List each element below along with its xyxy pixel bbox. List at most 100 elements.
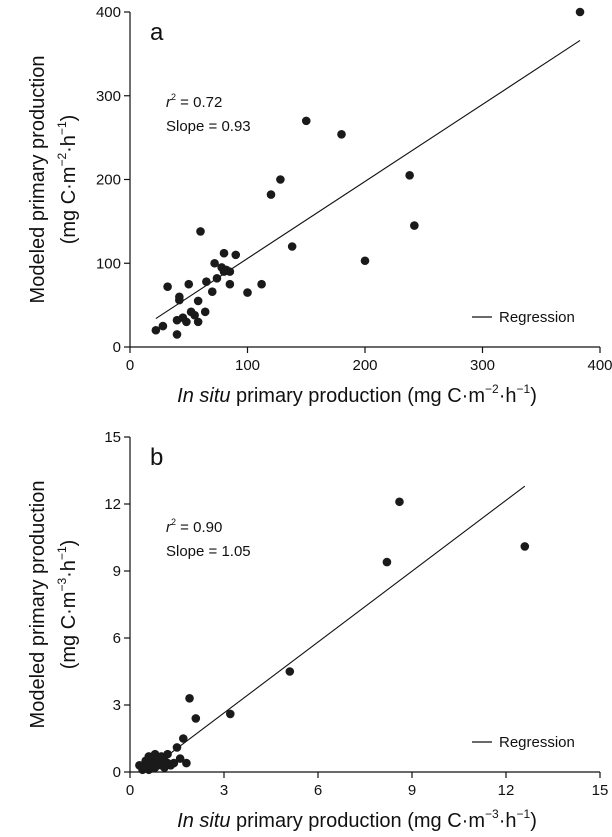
- x-tick-label: 6: [314, 782, 322, 799]
- x-axis-label: In situ primary production (mg C·m−2·h−1…: [177, 382, 537, 407]
- data-point: [169, 758, 179, 768]
- r-squared-symbol: r: [166, 519, 172, 536]
- x-tick-label: 100: [235, 357, 260, 374]
- y-tick-label: 300: [96, 88, 121, 105]
- data-point: [210, 258, 219, 268]
- data-point: [219, 248, 229, 258]
- data-point: [200, 307, 210, 317]
- legend-label: Regression: [499, 734, 575, 751]
- x-axis-label-text: ): [530, 810, 537, 832]
- x-axis-label-italic: In situ: [177, 385, 230, 407]
- y-axis-label-line1: Modeled primary production: [27, 56, 49, 304]
- data-point: [395, 497, 404, 507]
- data-point: [172, 743, 182, 752]
- panel-label: a: [150, 19, 164, 46]
- y-tick-label: 12: [104, 496, 121, 513]
- x-axis-label-text: ·h: [499, 810, 517, 832]
- data-point: [163, 749, 172, 759]
- x-axis-label-superscript: −1: [517, 382, 531, 396]
- x-tick-label: 3: [220, 782, 228, 799]
- data-point: [287, 242, 297, 251]
- x-axis-label-italic: In situ: [177, 810, 230, 832]
- chart-panel-b: 0 3 6 9 12 15 0 3 6 9 12 15 b r2 = 0.90 Slope = 1.05 Re…: [27, 429, 608, 832]
- data-point: [163, 282, 172, 292]
- r-squared-symbol: r: [166, 94, 172, 111]
- data-point: [405, 171, 414, 180]
- y-tick-label: 0: [113, 339, 121, 356]
- x-tick-label: 0: [126, 357, 134, 374]
- x-axis-label: In situ primary production (mg C·m−3·h−1…: [177, 807, 537, 832]
- y-axis-label-text: ·h: [58, 135, 80, 153]
- y-tick-label: 15: [104, 429, 121, 446]
- data-point: [257, 279, 266, 289]
- data-point: [382, 557, 392, 567]
- y-axis-label-text: (mg C·m: [58, 167, 80, 245]
- r-squared-value: = 0.72: [176, 94, 222, 111]
- legend-label: Regression: [499, 309, 575, 326]
- y-axis-label-line2: (mg C·m−2·h−1): [55, 115, 80, 245]
- y-tick-label: 400: [96, 4, 121, 21]
- y-axis-label-superscript: −1: [55, 121, 69, 135]
- x-axis-label-text: ·h: [499, 385, 517, 407]
- y-tick-label: 9: [113, 563, 121, 580]
- x-axis-label-superscript: −1: [517, 807, 531, 821]
- data-point: [196, 227, 205, 236]
- x-tick-label: 15: [592, 782, 609, 799]
- x-axis-label-superscript: −3: [485, 807, 499, 821]
- x-axis-label-superscript: −2: [485, 382, 499, 396]
- x-tick-label: 400: [587, 357, 612, 374]
- r-squared-annotation: r2 = 0.90: [166, 517, 222, 536]
- data-point: [285, 667, 295, 676]
- data-point: [520, 542, 530, 551]
- y-tick-label: 3: [113, 697, 121, 714]
- r-squared-exponent: 2: [171, 517, 176, 527]
- slope-annotation: Slope = 1.05: [166, 543, 251, 560]
- data-point: [191, 714, 201, 723]
- regression-line: [145, 485, 526, 773]
- y-axis-label-text: ·h: [58, 560, 80, 578]
- y-tick-label: 100: [96, 255, 121, 272]
- data-point: [175, 292, 184, 302]
- data-point: [410, 221, 419, 230]
- data-point: [207, 287, 217, 297]
- data-point: [190, 310, 199, 320]
- data-point: [172, 330, 182, 339]
- r-squared-annotation: r2 = 0.72: [166, 92, 222, 111]
- data-point: [202, 277, 211, 286]
- data-point: [182, 758, 191, 768]
- data-point: [225, 279, 235, 289]
- y-axis-label-line1: Modeled primary production: [27, 481, 49, 729]
- x-tick-label: 9: [408, 782, 416, 799]
- y-tick-label: 0: [113, 764, 121, 781]
- x-tick-label: 0: [126, 782, 134, 799]
- data-point: [178, 734, 188, 743]
- chart-panel-a: 0 100 200 300 400 0 100 200 300 400 a r2 = 0.72 Slop…: [27, 4, 612, 407]
- data-point: [185, 694, 194, 703]
- x-tick-label: 300: [470, 357, 495, 374]
- data-point: [182, 317, 191, 327]
- data-point: [175, 754, 185, 763]
- data-point: [243, 288, 252, 297]
- y-axis-label-line2: (mg C·m−3·h−1): [55, 540, 80, 670]
- y-axis-label-text: (mg C·m: [58, 592, 80, 670]
- data-point: [151, 325, 161, 335]
- data-point: [337, 129, 346, 139]
- y-axis-label-superscript: −1: [55, 546, 69, 560]
- x-tick-label: 200: [352, 357, 377, 374]
- data-point: [225, 709, 235, 719]
- data-point: [212, 274, 222, 283]
- data-point: [225, 267, 235, 276]
- x-axis-label-text: primary production (mg C·m: [231, 810, 486, 832]
- data-point: [158, 321, 168, 331]
- r-squared-value: = 0.90: [176, 519, 222, 536]
- x-axis-label-text: ): [530, 385, 537, 407]
- data-point: [301, 116, 311, 126]
- x-axis-label-text: primary production (mg C·m: [231, 385, 486, 407]
- y-axis-label-superscript: −2: [55, 153, 69, 167]
- data-point: [360, 256, 370, 266]
- data-point: [266, 190, 276, 199]
- r-squared-exponent: 2: [171, 92, 176, 102]
- data-point: [231, 250, 241, 260]
- y-tick-label: 200: [96, 172, 121, 189]
